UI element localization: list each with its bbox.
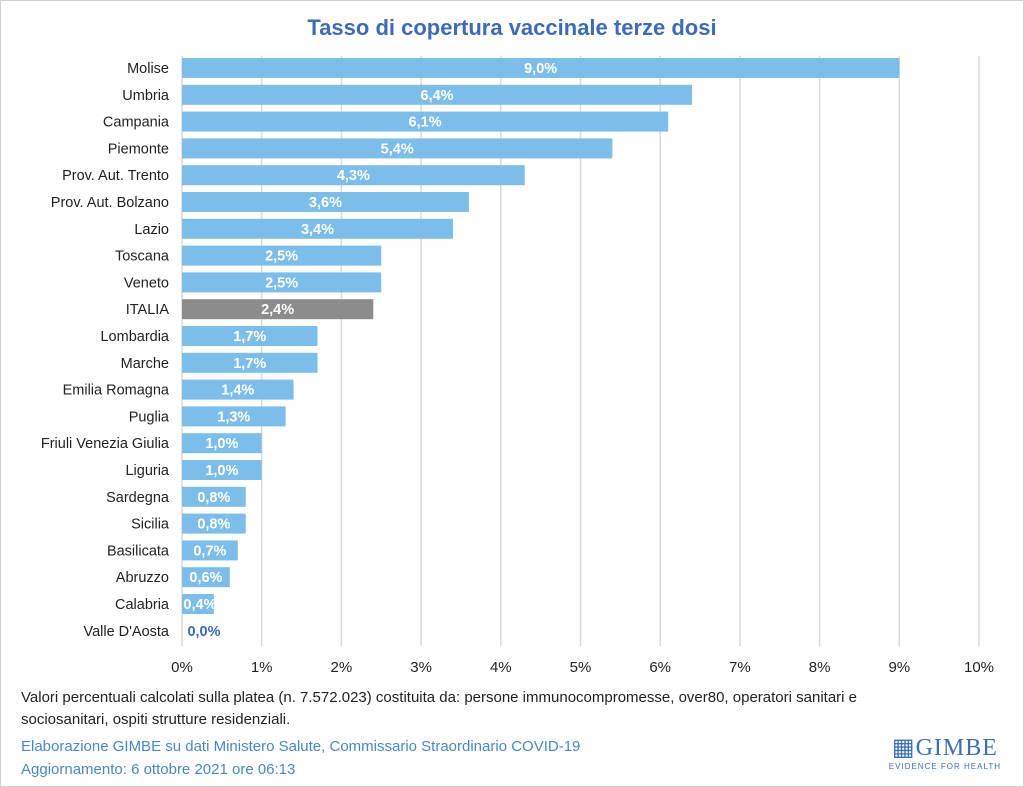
data-label: 2,4% [261, 302, 294, 318]
bar [182, 326, 318, 346]
x-tick-label: 3% [410, 659, 432, 676]
x-tick-label: 9% [888, 659, 910, 676]
bar [182, 540, 238, 561]
bar [182, 433, 262, 454]
data-label: 3,4% [301, 222, 334, 238]
x-tick-label: 8% [809, 659, 831, 676]
category-label: Abruzzo [116, 570, 169, 586]
bar [182, 138, 613, 159]
x-tick-label: 5% [570, 659, 592, 676]
x-tick-label: 4% [490, 659, 512, 676]
category-label: Campania [103, 115, 170, 131]
category-label: Sardegna [106, 490, 170, 506]
data-label: 6,1% [409, 115, 442, 131]
data-label: 0,0% [187, 624, 220, 640]
data-label: 1,0% [205, 436, 238, 452]
bar [182, 352, 318, 373]
category-label: Emilia Romagna [63, 383, 170, 399]
category-label: Valle D'Aosta [83, 624, 169, 640]
footnote: Valori percentuali calcolati sulla plate… [21, 689, 858, 728]
logo-grid-icon: ▦ [891, 735, 916, 761]
data-label: 1,4% [221, 383, 254, 399]
category-label: Prov. Aut. Bolzano [51, 195, 169, 211]
x-tick-label: 2% [331, 659, 353, 676]
data-label: 0,6% [189, 570, 222, 586]
bar [182, 111, 669, 132]
bar [182, 486, 246, 507]
data-label: 0,4% [183, 597, 216, 613]
bar [182, 58, 900, 78]
chart-title: Tasso di copertura vaccinale terze dosi [307, 15, 717, 40]
bar [182, 513, 246, 534]
data-label: 1,3% [217, 409, 250, 425]
data-label: 0,8% [197, 517, 230, 533]
source-text: Elaborazione GIMBE su dati Ministero Sal… [21, 738, 581, 755]
category-label: Lombardia [100, 329, 169, 345]
bar [182, 245, 382, 266]
category-label: ITALIA [126, 302, 170, 318]
data-label: 2,5% [265, 249, 298, 265]
category-label: Umbria [122, 88, 170, 104]
data-label: 6,4% [421, 88, 454, 104]
category-label: Toscana [115, 249, 170, 265]
update-text: Aggiornamento: 6 ottobre 2021 ore 06:13 [21, 761, 296, 778]
data-label: 4,3% [337, 168, 370, 184]
category-label: Basilicata [107, 543, 170, 559]
logo-tagline: EVIDENCE FOR HEALTH [888, 762, 1001, 771]
category-label: Prov. Aut. Trento [62, 168, 169, 184]
bar [182, 594, 214, 614]
data-label: 0,7% [193, 543, 226, 559]
category-label: Veneto [124, 275, 169, 291]
category-label: Sicilia [131, 517, 170, 533]
data-label: 1,7% [233, 329, 266, 345]
category-label: Calabria [115, 597, 170, 613]
bar [182, 299, 374, 320]
bar-chart: 0% 1% 2% 3% 4% 5% 6% 7% 8% 9% 10% Molise 9,0% Umbria 6… [41, 56, 994, 676]
category-label: Molise [127, 61, 169, 77]
category-label: Liguria [125, 463, 169, 479]
bar [182, 165, 525, 186]
x-tick-label: 10% [964, 659, 994, 676]
gimbe-logo: ▦GIMBE EVIDENCE FOR HEALTH [889, 733, 1001, 771]
bar [182, 272, 382, 293]
logo-name: GIMBE [915, 735, 998, 761]
category-label: Marche [121, 356, 169, 372]
bar [182, 567, 230, 588]
x-tick-label: 1% [251, 659, 273, 676]
x-tick-label: 7% [729, 659, 751, 676]
data-label: 1,7% [233, 356, 266, 372]
data-label: 1,0% [205, 463, 238, 479]
bar [182, 379, 294, 400]
data-label: 5,4% [381, 141, 414, 157]
category-label: Lazio [134, 222, 169, 238]
x-tick-label: 0% [171, 659, 193, 676]
bar [182, 218, 453, 239]
data-label: 3,6% [309, 195, 342, 211]
bar [182, 460, 262, 480]
bar [182, 192, 469, 212]
x-tick-label: 6% [649, 659, 671, 676]
bar [182, 84, 693, 105]
category-label: Piemonte [108, 141, 169, 157]
bar [182, 406, 286, 427]
data-label: 2,5% [265, 275, 298, 291]
data-label: 9,0% [524, 61, 557, 77]
category-label: Puglia [129, 409, 170, 425]
data-label: 0,8% [197, 490, 230, 506]
category-label: Friuli Venezia Giulia [41, 436, 170, 452]
